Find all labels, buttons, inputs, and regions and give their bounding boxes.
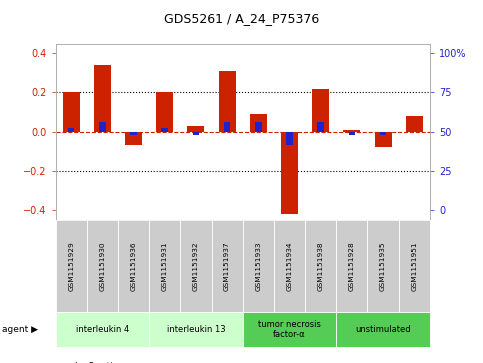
Text: GDS5261 / A_24_P75376: GDS5261 / A_24_P75376 bbox=[164, 12, 319, 25]
Bar bbox=[125, 131, 142, 145]
Bar bbox=[187, 126, 204, 131]
Bar bbox=[255, 122, 262, 131]
Bar bbox=[68, 128, 74, 131]
Text: GSM1151938: GSM1151938 bbox=[318, 241, 324, 291]
Bar bbox=[99, 122, 106, 131]
Text: unstimulated: unstimulated bbox=[355, 325, 411, 334]
Text: log2 ratio: log2 ratio bbox=[75, 362, 118, 363]
Bar bbox=[380, 131, 386, 135]
Text: agent ▶: agent ▶ bbox=[2, 325, 39, 334]
Bar bbox=[250, 114, 267, 131]
Text: GSM1151934: GSM1151934 bbox=[286, 241, 293, 291]
Bar bbox=[63, 93, 80, 131]
Bar bbox=[343, 130, 360, 131]
Text: interleukin 13: interleukin 13 bbox=[167, 325, 225, 334]
Text: interleukin 4: interleukin 4 bbox=[76, 325, 129, 334]
Bar bbox=[224, 122, 230, 131]
Text: GSM1151951: GSM1151951 bbox=[411, 241, 417, 291]
Bar bbox=[161, 128, 168, 131]
Bar bbox=[281, 131, 298, 214]
Bar bbox=[130, 131, 137, 135]
Text: GSM1151937: GSM1151937 bbox=[224, 241, 230, 291]
Bar bbox=[286, 131, 293, 145]
Text: GSM1151933: GSM1151933 bbox=[256, 241, 261, 291]
Bar bbox=[406, 116, 423, 131]
Text: GSM1151932: GSM1151932 bbox=[193, 241, 199, 291]
Text: GSM1151930: GSM1151930 bbox=[99, 241, 105, 291]
Text: GSM1151931: GSM1151931 bbox=[162, 241, 168, 291]
Text: GSM1151935: GSM1151935 bbox=[380, 241, 386, 291]
Text: GSM1151928: GSM1151928 bbox=[349, 241, 355, 291]
Bar bbox=[218, 71, 236, 131]
Text: tumor necrosis
factor-α: tumor necrosis factor-α bbox=[258, 320, 321, 339]
Text: GSM1151929: GSM1151929 bbox=[68, 241, 74, 291]
Bar bbox=[317, 122, 324, 131]
Bar bbox=[374, 131, 392, 147]
Bar bbox=[312, 89, 329, 131]
Bar bbox=[94, 65, 111, 131]
Bar bbox=[156, 93, 173, 131]
Bar bbox=[349, 131, 355, 135]
Bar bbox=[193, 131, 199, 135]
Text: ■: ■ bbox=[60, 362, 70, 363]
Text: GSM1151936: GSM1151936 bbox=[130, 241, 137, 291]
